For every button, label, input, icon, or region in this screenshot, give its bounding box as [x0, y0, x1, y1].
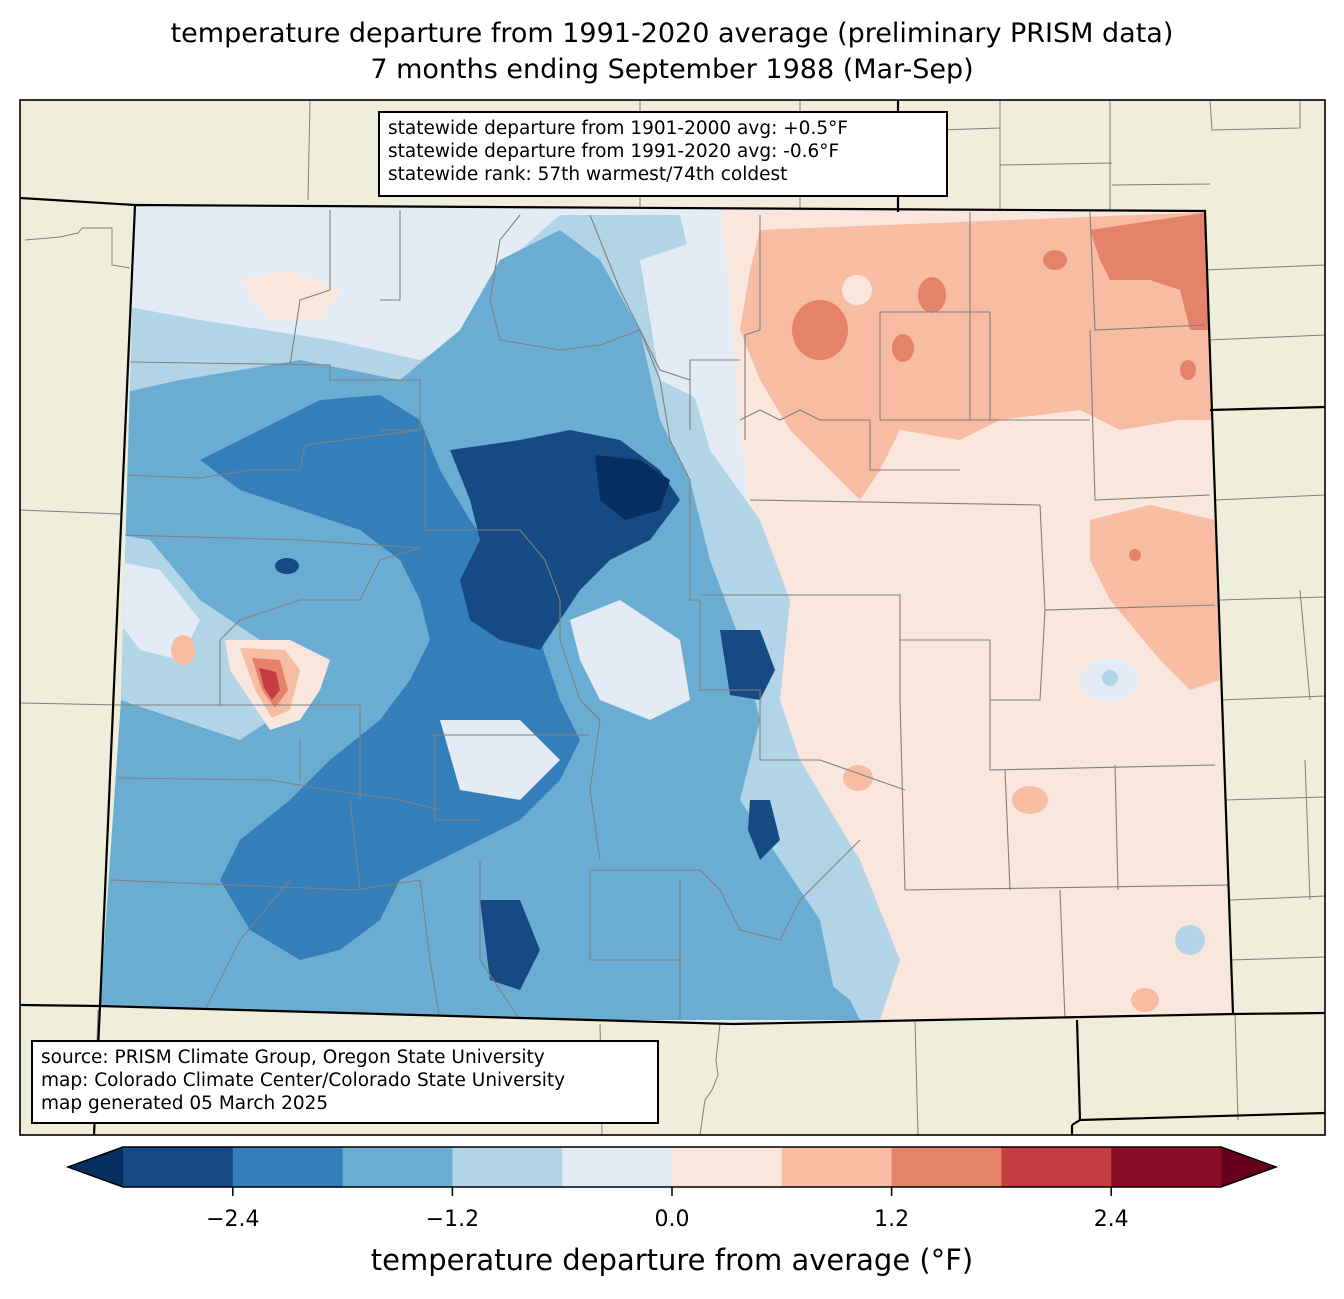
colorbar-bin: [1111, 1147, 1222, 1187]
county-lines: [109, 210, 1231, 1021]
colorbar-bin: [891, 1147, 1002, 1187]
field-warm-spot: [171, 635, 195, 665]
field-warm-spot: [792, 300, 848, 360]
field-light-patch: [110, 560, 200, 660]
stats-line-1901-2000: statewide departure from 1901-2000 avg: …: [388, 118, 848, 139]
colorbar-tick-label: 1.2: [874, 1207, 910, 1232]
colorbar-over-arrow: [1221, 1147, 1276, 1187]
colorbar-bin: [562, 1147, 673, 1187]
field-warm-spot: [1043, 250, 1067, 270]
stats-box: statewide departure from 1901-2000 avg: …: [378, 111, 948, 197]
colorado-border: [98, 203, 1235, 1026]
field-warm-spot: [1180, 360, 1196, 380]
field-warm-spot: [1129, 549, 1141, 561]
field-darkest-core: [595, 455, 670, 520]
field-warm-spot: [918, 277, 946, 313]
map-title: temperature departure from 1991-2020 ave…: [170, 18, 1174, 49]
colorbar-tick-label: 0.0: [654, 1207, 690, 1232]
field-mid-band: [200, 395, 580, 960]
map-frame-border: [19, 99, 1326, 1136]
neighbor-county-lines: [20, 100, 1325, 1135]
field-light-patch: [440, 720, 560, 800]
temperature-field: [100, 205, 1233, 1024]
field-warm-spot: [843, 765, 873, 791]
field-warm-corner: [1090, 212, 1210, 330]
field-cool-spot: [1102, 670, 1118, 686]
colorbar-label: temperature departure from average (°F): [370, 1243, 974, 1277]
colorbar-tick-label: −1.2: [425, 1207, 480, 1232]
colorbar-bin: [232, 1147, 344, 1187]
colorbar-bin: [123, 1147, 234, 1187]
field-warm-patch: [259, 668, 280, 700]
field-warm-spot: [892, 334, 914, 362]
field-warm-spot: [1131, 988, 1159, 1012]
stats-line-rank: statewide rank: 57th warmest/74th coldes…: [388, 164, 788, 185]
colorbar-outline: [65, 1146, 1279, 1188]
field-warm-e: [1090, 505, 1220, 690]
field-warm-spot: [1012, 786, 1048, 814]
credits-box: source: PRISM Climate Group, Oregon Stat…: [31, 1040, 659, 1124]
field-dark-core: [480, 900, 540, 990]
field-dark-core: [720, 630, 775, 700]
colorbar-tick-label: 2.4: [1093, 1207, 1129, 1232]
field-dark-core: [748, 800, 780, 860]
credit-generated: map generated 05 March 2025: [41, 1093, 329, 1114]
colorbar-bin: [781, 1147, 893, 1187]
field-cool-spot: [842, 275, 872, 305]
field-warm-patch: [240, 270, 340, 320]
credit-map: map: Colorado Climate Center/Colorado St…: [41, 1070, 566, 1091]
colorbar-bin: [342, 1147, 453, 1187]
stats-line-1991-2020: statewide departure from 1991-2020 avg: …: [388, 141, 840, 162]
colorbar-bin: [452, 1147, 563, 1187]
colorbar-bin: [672, 1147, 783, 1187]
colorbar-under-arrow: [68, 1147, 123, 1187]
credit-source: source: PRISM Climate Group, Oregon Stat…: [41, 1047, 545, 1068]
colorbar: [65, 1146, 1279, 1196]
map-subtitle: 7 months ending September 1988 (Mar-Sep): [370, 54, 974, 85]
field-cool-band-south: [540, 870, 860, 1020]
field-dark-spot: [275, 558, 299, 574]
field-light-patch: [570, 600, 690, 720]
colorbar-tick-label: −2.4: [206, 1207, 260, 1232]
field-cool-spot: [1175, 925, 1205, 955]
colorbar-bin: [1001, 1147, 1112, 1187]
